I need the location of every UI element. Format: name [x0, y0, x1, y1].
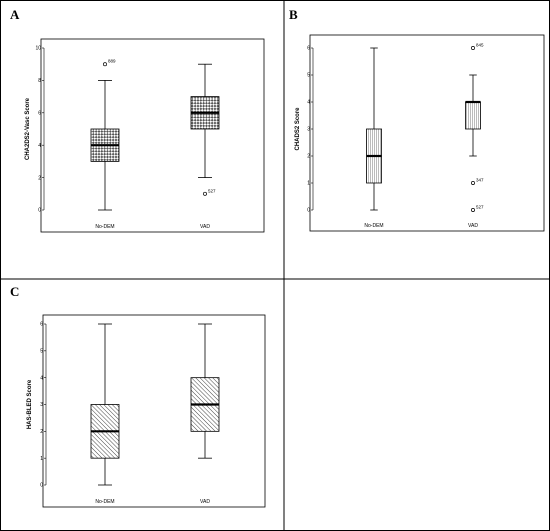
category-label: No-DEM	[95, 499, 114, 505]
category-label: No-DEM	[95, 224, 114, 230]
y-tick-label: 2	[38, 175, 41, 181]
y-tick-label: 1	[40, 456, 43, 462]
y-axis-title: CHA2DS2-Vasc Score	[25, 97, 31, 160]
y-tick-label: 6	[38, 111, 41, 117]
panel-letter-b: B	[289, 7, 298, 22]
panel-letter-a: A	[10, 7, 20, 22]
y-tick-label: 10	[35, 46, 41, 52]
y-tick-label: 2	[307, 154, 310, 160]
plot-frame	[42, 314, 266, 508]
y-tick-label: 6	[40, 322, 43, 328]
y-tick-label: 4	[40, 375, 43, 381]
outlier-label: 527	[476, 205, 484, 210]
y-axis-title: CHADS2 Score	[295, 107, 301, 151]
outlier-label: 845	[476, 43, 484, 48]
y-tick-label: 0	[38, 208, 41, 214]
plot-frame	[40, 38, 265, 233]
category-label: VAD	[468, 223, 478, 229]
outlier-label: 347	[476, 178, 484, 183]
outlier-point	[471, 181, 475, 185]
y-tick-label: 6	[307, 46, 310, 52]
y-tick-label: 8	[38, 78, 41, 84]
y-tick-label: 4	[38, 143, 41, 149]
boxplot-panel-b: 0 1 2 3 4 5 6 CHADS2 Score No-DEM VAD 845 347 527	[295, 34, 545, 232]
y-axis-title: HAS-BLED Score	[27, 379, 33, 429]
panel-letter-c: C	[10, 284, 19, 299]
boxplot-panel-a: 0 2 4 6 8 10 CHA2DS2-Vasc Score No-DEM VAD 889 527	[25, 38, 265, 233]
outlier-point	[471, 46, 475, 50]
category-label: VAD	[200, 499, 210, 505]
y-tick-label: 5	[40, 349, 43, 355]
y-tick-label: 1	[307, 181, 310, 187]
category-label: No-DEM	[364, 223, 383, 229]
outlier-label: 889	[108, 59, 116, 64]
y-tick-label: 0	[40, 483, 43, 489]
outlier-point	[203, 191, 207, 196]
y-tick-label: 5	[307, 73, 310, 79]
y-tick-label: 2	[40, 429, 43, 435]
outlier-point	[471, 208, 475, 212]
y-tick-label: 3	[40, 402, 43, 408]
outlier-label: 527	[208, 188, 216, 193]
y-tick-label: 4	[307, 100, 310, 106]
y-tick-label: 3	[307, 127, 310, 133]
boxplot-panel-c: 0 1 2 3 4 5 6 HAS-BLED Score No-DEM VAD	[27, 314, 266, 508]
y-tick-label: 0	[307, 208, 310, 214]
category-label: VAD	[200, 224, 210, 230]
outlier-point	[103, 62, 107, 67]
plot-frame	[309, 34, 545, 232]
box-iqr	[465, 101, 481, 130]
